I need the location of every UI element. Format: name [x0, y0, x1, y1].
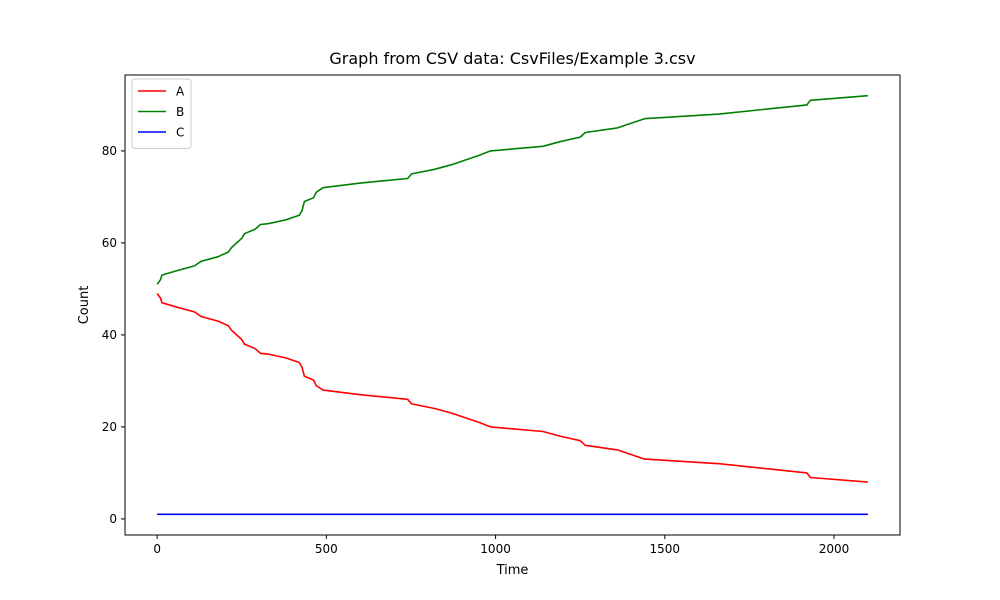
series-line-b: [156, 94, 868, 285]
legend-label-b: B: [176, 105, 184, 119]
axes-frame: [124, 74, 901, 536]
x-axis-label: Time: [496, 563, 529, 578]
y-tick-label: 20: [102, 420, 117, 434]
legend: ABC: [131, 78, 192, 149]
y-tick-label: 0: [109, 512, 117, 526]
x-tick-label: 1000: [480, 542, 511, 556]
x-tick-label: 0: [153, 542, 161, 556]
legend-label-a: A: [176, 85, 185, 99]
legend-box: [131, 78, 192, 149]
y-axis-label: Count: [77, 286, 92, 325]
legend-label-c: C: [176, 126, 184, 140]
axes-layer: 0 500 1000 1500 2000 0 20 40 60 80: [102, 74, 901, 556]
chart-title: Graph from CSV data: CsvFiles/Example 3.…: [329, 49, 695, 68]
x-tick-label: 1500: [650, 542, 681, 556]
y-tick-label: 80: [102, 144, 117, 158]
y-tick-label: 40: [102, 328, 117, 342]
series-layer: [156, 94, 868, 516]
series-line-a: [156, 293, 868, 483]
x-tick-label: 500: [315, 542, 338, 556]
y-tick-label: 60: [102, 236, 117, 250]
x-tick-label: 2000: [819, 542, 850, 556]
